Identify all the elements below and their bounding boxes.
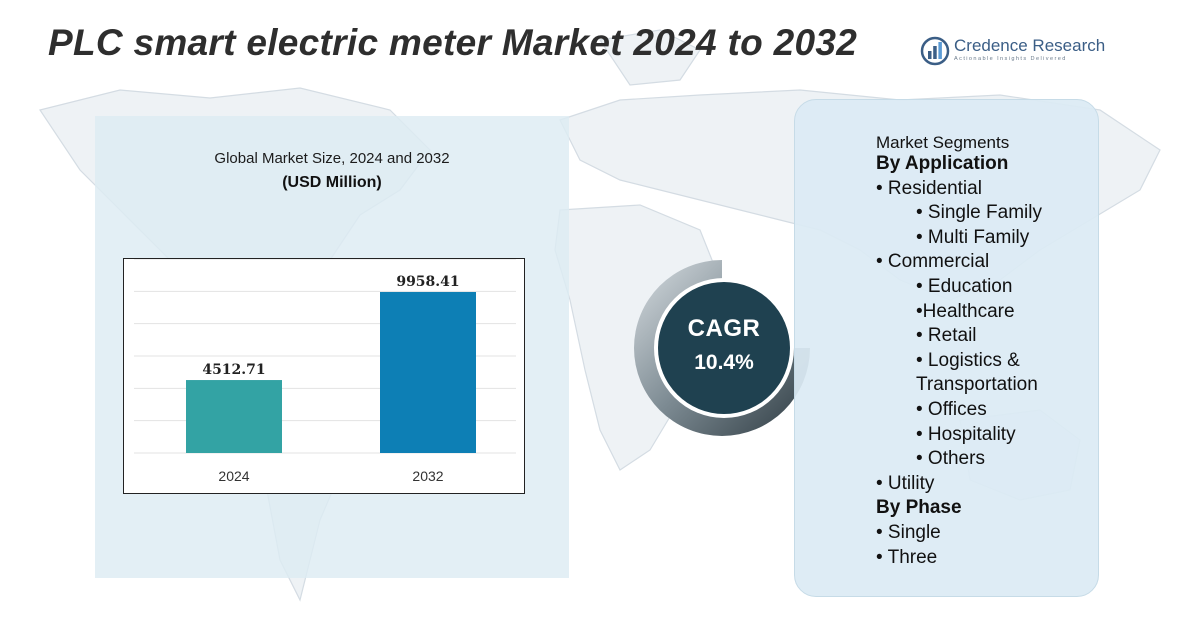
bar-chart: 4512.71 2024 9958.41 2032 bbox=[134, 259, 516, 484]
segment-item: • Single bbox=[876, 522, 941, 543]
cagr-label: CAGR bbox=[687, 315, 761, 342]
cagr-value: 10.4% bbox=[694, 351, 754, 374]
cagr-circle bbox=[658, 282, 790, 414]
bar-chart-circle-icon bbox=[920, 36, 950, 66]
segment-item: • Education bbox=[916, 276, 1013, 297]
segment-item: • Single Family bbox=[916, 202, 1042, 224]
segment-item: •Healthcare bbox=[916, 300, 1015, 322]
segments-header: Market Segments bbox=[876, 133, 1010, 152]
page-title: PLC smart electric meter Market 2024 to … bbox=[48, 22, 858, 63]
brand-logo: Credence Research Actionable Insights De… bbox=[920, 34, 1110, 74]
segment-item: • Offices bbox=[916, 399, 987, 420]
segment-item: • Logistics & bbox=[916, 349, 1020, 371]
data-label-2024: 4512.71 bbox=[202, 362, 265, 378]
segment-item: • Multi Family bbox=[916, 226, 1030, 248]
x-tick-2024: 2024 bbox=[218, 468, 249, 484]
segment-item: • Commercial bbox=[876, 251, 990, 273]
segment-item: • Three bbox=[876, 546, 938, 568]
segment-item: • Retail bbox=[916, 325, 977, 347]
cagr-ring bbox=[634, 260, 810, 436]
brand-tagline: Actionable Insights Delivered bbox=[954, 56, 1067, 62]
bar-2024 bbox=[186, 380, 282, 453]
bar-2032 bbox=[380, 292, 476, 453]
chart-unit: (USD Million) bbox=[282, 174, 382, 191]
segment-item: • Hospitality bbox=[916, 423, 1016, 445]
segment-item: • Others bbox=[916, 448, 985, 470]
market-segments-panel bbox=[794, 99, 1099, 597]
bar-chart-frame: 4512.71 2024 9958.41 2032 bbox=[123, 258, 525, 494]
segment-item: • Residential bbox=[876, 177, 982, 199]
segment-item: • Utility bbox=[876, 472, 935, 494]
segment-item: Transportation bbox=[916, 374, 1038, 396]
segment-group-heading: By Application bbox=[876, 153, 1009, 174]
segment-group-heading: By Phase bbox=[876, 497, 962, 519]
brand-name: Credence Research bbox=[954, 36, 1106, 55]
data-label-2032: 9958.41 bbox=[396, 274, 459, 290]
x-tick-2032: 2032 bbox=[412, 468, 443, 484]
chart-title: Global Market Size, 2024 and 2032 bbox=[214, 150, 450, 167]
